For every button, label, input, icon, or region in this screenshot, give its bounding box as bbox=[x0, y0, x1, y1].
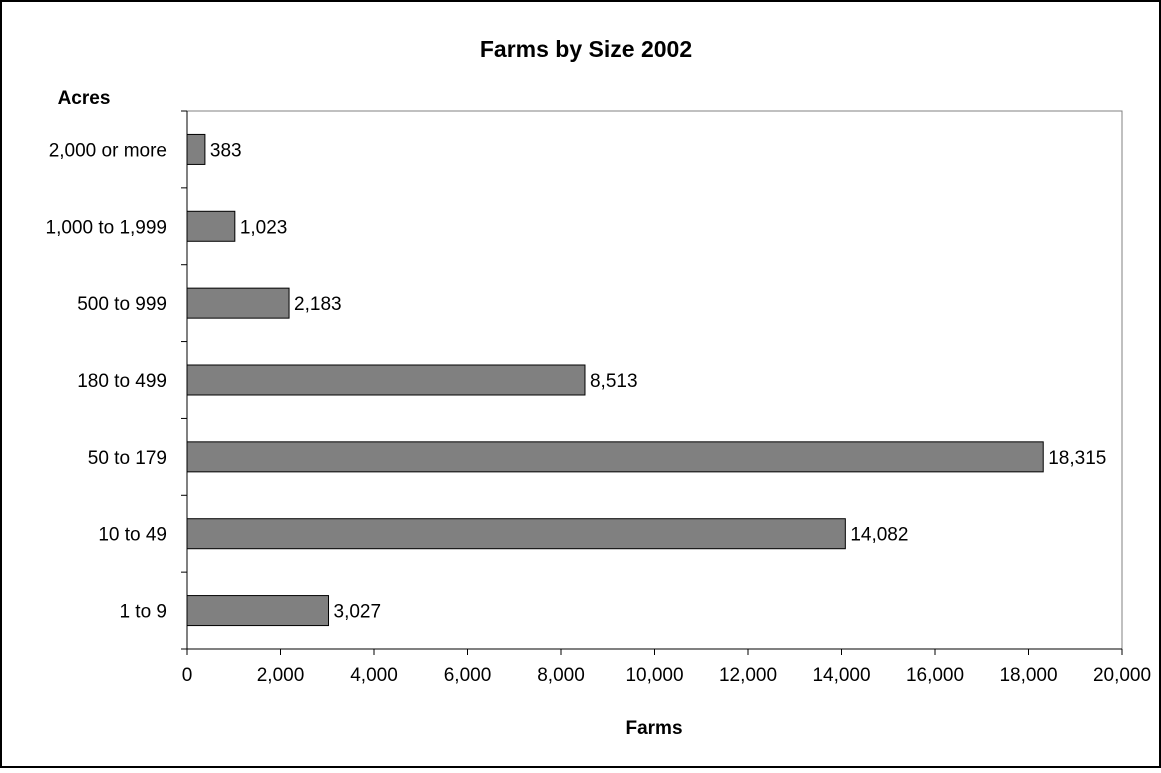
y-axis-title: Acres bbox=[58, 88, 111, 109]
bar bbox=[186, 210, 236, 242]
y-tick-label: 2,000 or more bbox=[49, 140, 167, 161]
x-tick-label: 0 bbox=[182, 665, 193, 686]
x-tick-label: 4,000 bbox=[350, 665, 398, 686]
bar bbox=[186, 595, 330, 627]
x-tick-label: 16,000 bbox=[906, 665, 964, 686]
x-tick-label: 8,000 bbox=[537, 665, 585, 686]
bar bbox=[186, 133, 206, 165]
y-tick-label: 1,000 to 1,999 bbox=[46, 217, 168, 238]
data-label: 18,315 bbox=[1048, 448, 1106, 469]
y-tick-label: 50 to 179 bbox=[88, 448, 167, 469]
data-label: 383 bbox=[210, 140, 242, 161]
data-label: 3,027 bbox=[334, 602, 382, 623]
y-tick-label: 1 to 9 bbox=[119, 602, 167, 623]
data-label: 14,082 bbox=[850, 525, 908, 546]
data-label: 1,023 bbox=[240, 217, 288, 238]
chart-marks: 0 2,000 4,000 6,000 8,000 10,000 12,000 14,000 1… bbox=[46, 110, 1151, 686]
bar bbox=[186, 287, 290, 319]
x-tick-label: 14,000 bbox=[812, 665, 870, 686]
x-axis-title: Farms bbox=[625, 718, 682, 739]
data-label: 8,513 bbox=[590, 371, 638, 392]
bar bbox=[186, 364, 586, 396]
y-tick-label: 10 to 49 bbox=[98, 525, 167, 546]
x-tick-label: 2,000 bbox=[257, 665, 305, 686]
y-tick-label: 180 to 499 bbox=[77, 371, 167, 392]
x-tick-label: 10,000 bbox=[625, 665, 683, 686]
chart-title: Farms by Size 2002 bbox=[480, 36, 692, 62]
x-tick-label: 20,000 bbox=[1093, 665, 1151, 686]
data-label: 2,183 bbox=[294, 294, 342, 315]
x-tick-label: 18,000 bbox=[999, 665, 1057, 686]
bar bbox=[186, 441, 1044, 473]
x-tick-label: 12,000 bbox=[719, 665, 777, 686]
y-tick-label: 500 to 999 bbox=[77, 294, 167, 315]
bar bbox=[186, 518, 846, 550]
x-tick-label: 6,000 bbox=[444, 665, 492, 686]
